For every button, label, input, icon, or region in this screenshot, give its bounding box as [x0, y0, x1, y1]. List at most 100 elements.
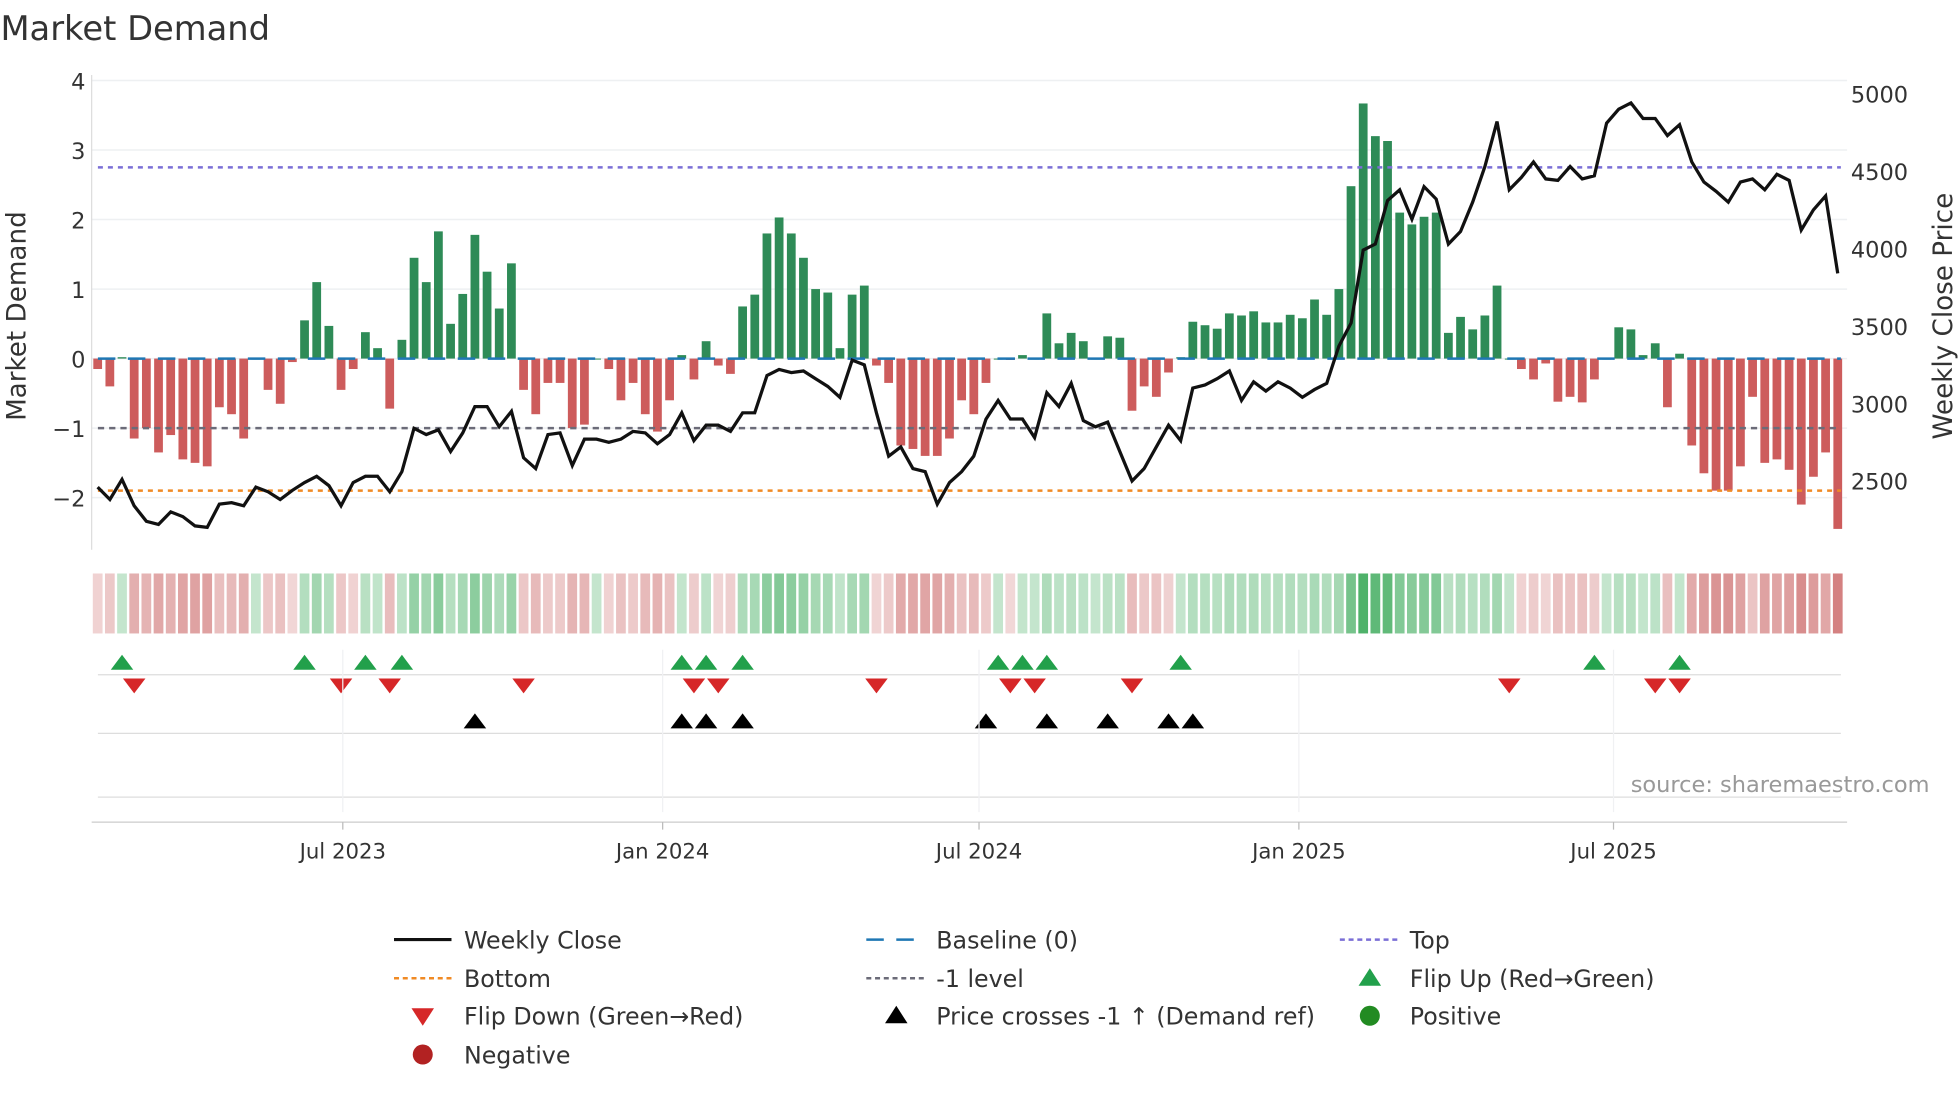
heat-cell [1175, 573, 1186, 634]
legend-minus-one-level: -1 level [866, 965, 1024, 993]
demand-bar [957, 358, 967, 401]
heat-cell [190, 573, 200, 634]
heat-cell [871, 573, 882, 634]
heat-cell [1358, 573, 1369, 634]
heat-cell [1078, 573, 1089, 634]
flip-up-marker [1011, 654, 1034, 670]
demand-bar [117, 357, 127, 359]
demand-bar [1273, 322, 1283, 359]
heat-cell [311, 573, 322, 634]
heat-cell [579, 573, 590, 634]
demand-bar [1541, 358, 1551, 364]
heat-cell [555, 573, 565, 634]
demand-bar [1833, 358, 1843, 529]
demand-bar [1151, 358, 1161, 397]
x-tick-label: Jul 2025 [1568, 839, 1656, 864]
heat-cell [1467, 573, 1478, 634]
heat-cell [92, 573, 103, 634]
legend-label: Flip Down (Green→Red) [464, 1003, 743, 1031]
x-ticks: Jul 2023 Jan 2024 Jul 2024 Jan 2025 Jul 2025 [298, 649, 1657, 864]
demand-bar [1736, 358, 1745, 467]
heat-cell [1540, 573, 1551, 634]
heat-cell [1455, 573, 1466, 634]
heat-cell [1370, 573, 1381, 634]
heat-cell [1212, 573, 1223, 634]
demand-bar [653, 358, 662, 432]
triangle-up-icon [1358, 968, 1382, 986]
heat-cell [1163, 573, 1174, 634]
heat-cell [1808, 573, 1819, 634]
demand-bar [458, 293, 468, 359]
demand-bar [969, 358, 979, 415]
heat-cell [1200, 573, 1210, 634]
demand-bar [227, 358, 236, 415]
demand-bar [287, 358, 297, 363]
demand-bar [945, 358, 954, 439]
heat-cell [324, 573, 334, 634]
flip-up-marker [110, 654, 134, 670]
heat-cell [810, 573, 821, 634]
price-cross-marker [731, 713, 754, 729]
left-tick-label: −2 [52, 486, 85, 512]
demand-heat-strip [92, 573, 1843, 634]
demand-bar [799, 257, 808, 359]
heat-cell [847, 573, 857, 634]
demand-bar [239, 358, 249, 439]
legend-baseline: Baseline (0) [866, 926, 1078, 954]
legend-flip-up: Flip Up (Red→Green) [1358, 965, 1654, 993]
heat-cell [1029, 573, 1040, 634]
heat-cell [1090, 573, 1101, 634]
left-tick-label: −1 [52, 417, 85, 443]
demand-bar [1687, 358, 1697, 446]
demand-bar [811, 289, 820, 359]
demand-bar [835, 348, 845, 359]
demand-bar [1699, 358, 1709, 474]
heat-cell [1626, 573, 1636, 634]
demand-bar [531, 358, 541, 415]
demand-bar [1723, 358, 1733, 491]
demand-bar [1103, 336, 1113, 359]
demand-bar [1796, 358, 1806, 505]
demand-bar [190, 358, 200, 463]
heat-cell [1407, 573, 1417, 634]
left-y-axis-label: Market Demand [2, 211, 32, 421]
demand-bar [677, 355, 687, 359]
heat-cell [384, 573, 395, 634]
heat-cell [798, 573, 809, 634]
demand-bar [713, 358, 723, 366]
demand-bar [592, 358, 601, 360]
weekly-close-series [96, 100, 1840, 530]
heat-cell [652, 573, 663, 634]
heat-cell [1577, 573, 1588, 634]
right-y-axis-label: Weekly Close Price [1929, 193, 1959, 440]
heat-cell [287, 573, 298, 634]
heat-cell [1297, 573, 1308, 634]
heat-cell [603, 573, 614, 634]
heat-cell [1480, 573, 1490, 634]
heat-cell [506, 573, 517, 634]
right-tick-label: 4000 [1851, 237, 1908, 263]
triangle-down-icon [411, 1008, 434, 1026]
flip-down-marker [865, 678, 888, 694]
flip-up-marker [354, 654, 377, 670]
heat-cell [1419, 573, 1429, 634]
heat-cell [1273, 573, 1283, 634]
left-y-ticks: 4 3 2 1 0 −1 −2 [52, 69, 85, 512]
heat-cell [737, 573, 748, 634]
heat-cell [1553, 573, 1563, 634]
heat-cell [628, 573, 638, 634]
legend-negative: Negative [412, 1041, 570, 1069]
heat-cell [263, 573, 273, 634]
flip-down-marker [707, 678, 730, 694]
heat-cell [981, 573, 991, 634]
heat-cell [153, 573, 164, 634]
heat-cell [1431, 573, 1442, 634]
heat-cell [1601, 573, 1612, 634]
legend: Weekly Close Baseline (0) Top Bottom -1 … [394, 926, 1654, 1069]
heat-cell [372, 573, 383, 634]
demand-bar [1127, 358, 1137, 411]
demand-bar [1078, 341, 1088, 359]
heat-cell [1832, 573, 1843, 634]
legend-label: Top [1409, 926, 1450, 954]
